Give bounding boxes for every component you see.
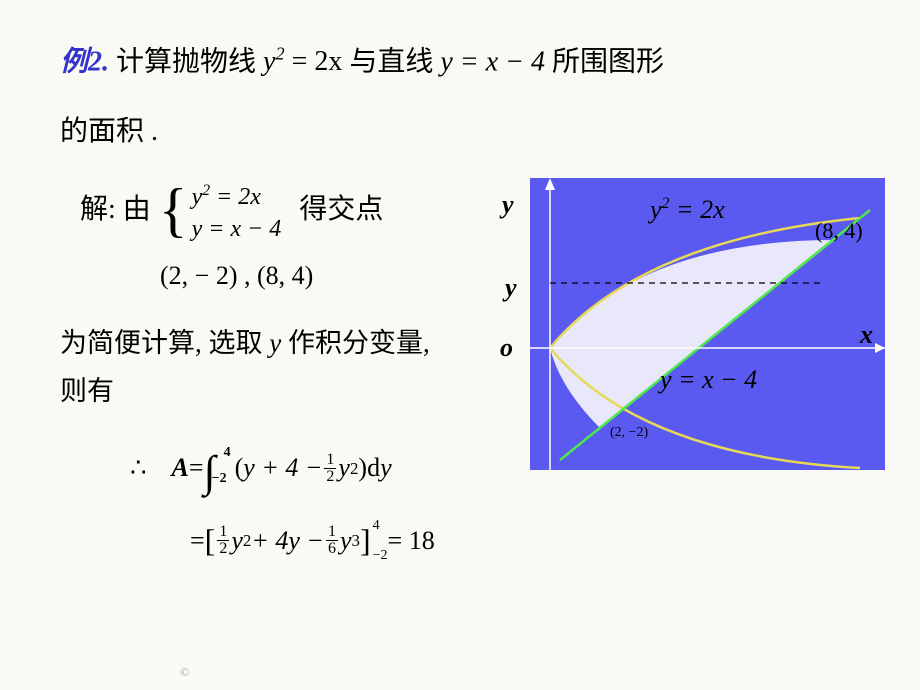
integral-limits: 4 −2 [216, 452, 231, 480]
solve-after: 得交点 [299, 188, 383, 233]
origin-label: o [500, 333, 513, 363]
eval-limits: 4 −2 [373, 527, 388, 555]
fraction-half: 1 2 [324, 452, 336, 485]
equation-line: y = x − 4 [440, 46, 545, 77]
area-A: A [172, 447, 189, 489]
example-label: 例2. [60, 46, 109, 77]
title-mid: 与直线 [349, 46, 440, 77]
copyright-text: © [180, 665, 189, 680]
graph-svg: y2 = 2x (8, 4) y = x − 4 (2, −2) x [530, 178, 885, 470]
title-line: 例2. 计算抛物线 y2 = 2x 与直线 y = x − 4 所围图形 [60, 40, 880, 85]
y-axis-label: y [502, 190, 514, 220]
brace-icon: { [159, 180, 188, 240]
x-axis-label: x [859, 320, 873, 349]
title-prefix: 计算抛物线 [116, 46, 263, 77]
point-upper-label: (8, 4) [815, 218, 863, 243]
fraction-1-2: 12 [217, 524, 229, 557]
point-lower-label: (2, −2) [610, 425, 649, 440]
evaluation-expression: = [ 12 y2 + 4y − 16 y3 ] 4 −2 = 18 [190, 515, 880, 566]
graph-panel: y y o y2 = 2x (8, 4) y = x − 4 (2, −2) x [530, 178, 885, 470]
therefore-symbol: ∴ [130, 447, 147, 489]
title-suffix: 所围图形 [552, 46, 664, 77]
fraction-1-6: 16 [326, 524, 338, 557]
parabola-eq-label: y2 = 2x [647, 195, 725, 224]
equation-system: { y2 = 2x y = x − 4 [159, 175, 282, 245]
system-eq2: y = x − 4 [192, 213, 282, 245]
title-line2: 的面积 . [60, 110, 880, 155]
line-eq-label: y = x − 4 [657, 365, 757, 394]
equation-parabola: y2 = 2x [263, 46, 349, 77]
solve-label: 解: 由 [80, 188, 151, 233]
system-eq1: y2 = 2x [192, 175, 282, 213]
y-mark-label: y [505, 273, 517, 303]
